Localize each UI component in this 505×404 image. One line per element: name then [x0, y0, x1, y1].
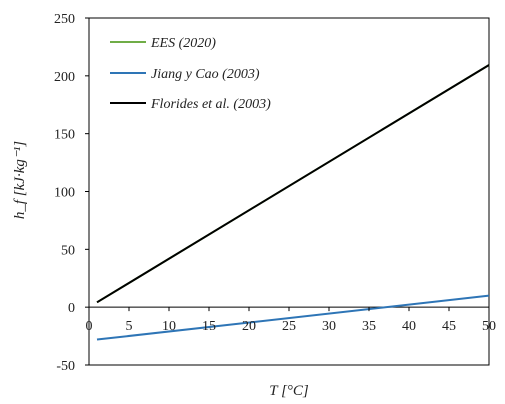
x-tick-label: 45 — [442, 319, 456, 334]
series-line-2 — [96, 64, 490, 304]
y-tick-label: 50 — [61, 243, 75, 258]
y-tick-label: 100 — [54, 186, 75, 201]
x-axis-label: T [°C] — [269, 383, 309, 399]
legend-label-ees: EES (2020) — [150, 36, 216, 51]
series-lines — [96, 64, 490, 341]
x-tick-label: 25 — [282, 319, 296, 334]
y-tick-label: 250 — [54, 12, 75, 27]
legend-label-florides: Florides et al. (2003) — [150, 97, 271, 112]
legend-label-jiang: Jiang y Cao (2003) — [151, 67, 260, 82]
x-tick-label: 5 — [126, 319, 133, 334]
series-line-1 — [96, 294, 490, 341]
y-tick-label: 0 — [68, 301, 75, 316]
x-tick-label: 40 — [402, 319, 416, 334]
x-tick-label: 10 — [162, 319, 176, 334]
x-tick-label: 35 — [362, 319, 376, 334]
x-tick-label: 0 — [86, 319, 93, 334]
legend: EES (2020) Jiang y Cao (2003) Florides e… — [110, 36, 271, 112]
y-tick-labels: -50 0 50 100 150 200 250 — [54, 12, 89, 374]
plot-border — [88, 17, 490, 366]
x-tick-label: 15 — [202, 319, 216, 334]
x-tick-labels: 0 5 10 15 20 25 30 35 40 45 50 — [86, 307, 496, 334]
plot-area — [88, 17, 490, 366]
x-tick-label: 30 — [322, 319, 336, 334]
y-tick-label: 200 — [54, 70, 75, 85]
x-tick-label: 50 — [482, 319, 496, 334]
x-tick-label: 20 — [242, 319, 256, 334]
y-tick-label: 150 — [54, 128, 75, 143]
y-tick-label: -50 — [56, 359, 75, 374]
y-axis-label: h_f [kJ·kg⁻¹] — [12, 141, 28, 219]
